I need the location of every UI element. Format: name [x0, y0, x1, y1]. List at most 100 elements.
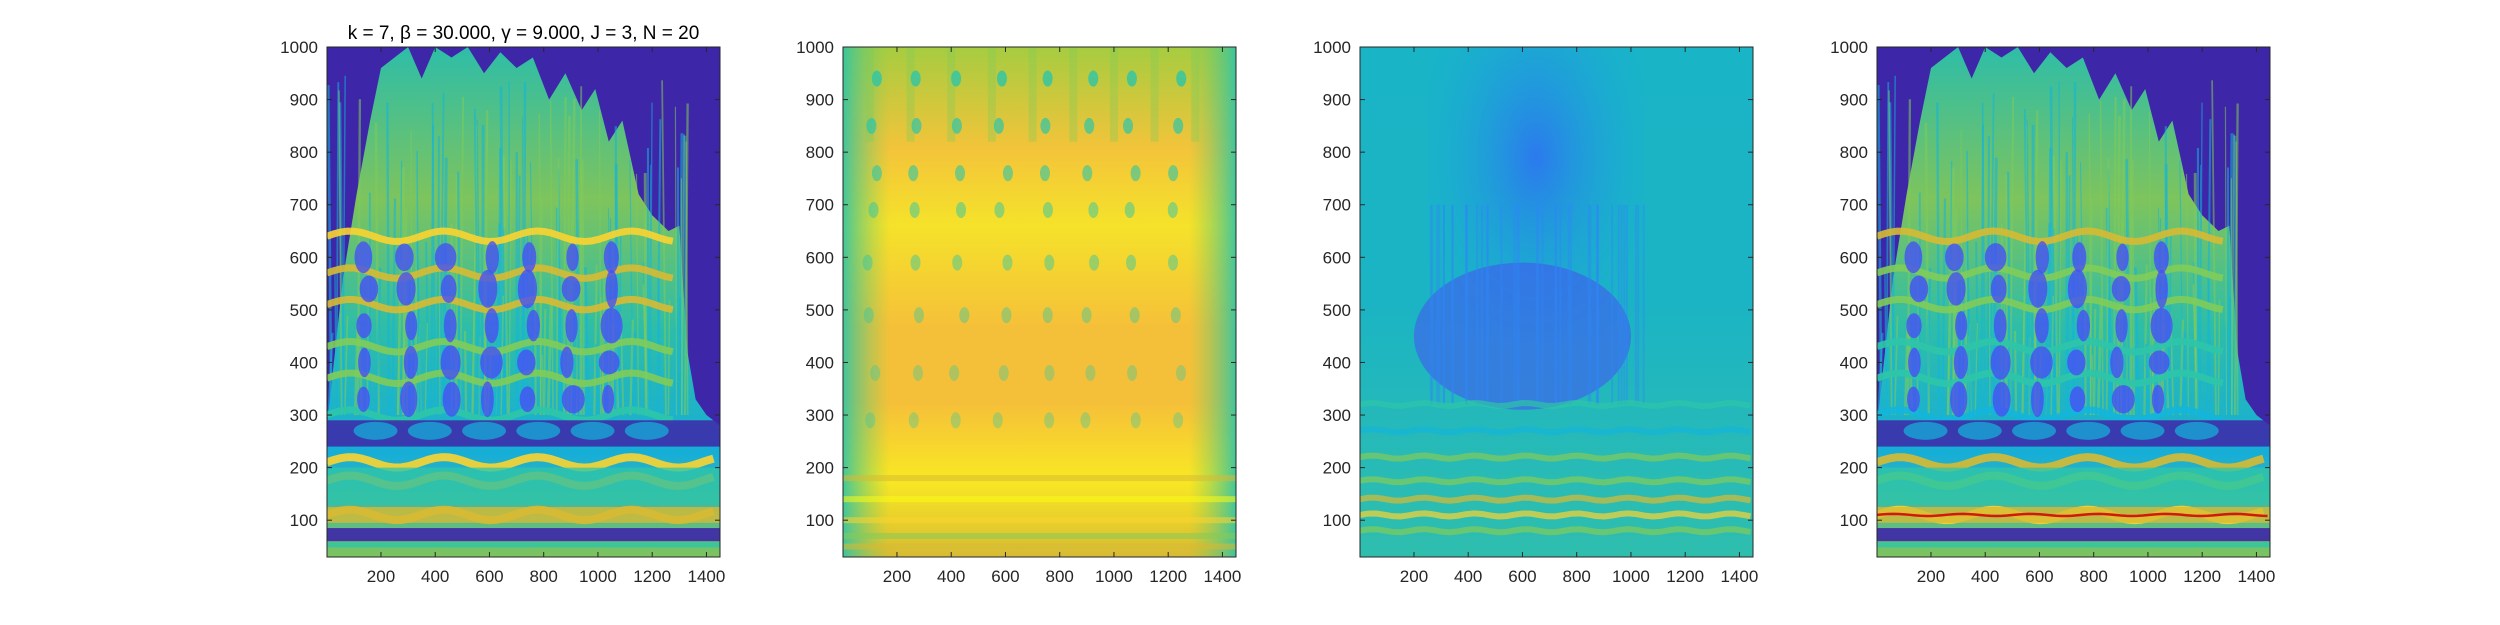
y-tick-label: 1000	[1830, 38, 1868, 57]
panel-2-y-ticks: 100 200 300 400 500 600 700 800 900 1000	[796, 38, 1236, 530]
heatmap-striation	[683, 103, 689, 416]
heatmap-hole	[396, 272, 416, 306]
heatmap-streak	[1150, 47, 1159, 142]
heatmap-band	[1360, 494, 1752, 504]
panel-1-title: k = 7, β = 30.000, γ = 9.000, J = 3, N =…	[348, 23, 700, 44]
heatmap-hole	[605, 269, 618, 309]
x-tick-label: 800	[1563, 567, 1591, 586]
heatmap-dot	[1001, 307, 1012, 324]
heatmap-dot	[992, 412, 1003, 429]
heatmap-streak	[906, 47, 915, 142]
heatmap-dot	[1040, 117, 1051, 134]
heatmap-striation	[649, 102, 653, 416]
heatmap-lobe	[462, 421, 507, 440]
heatmap-fundamental	[327, 507, 720, 523]
heatmap-dot	[1168, 254, 1179, 271]
heatmap-dot	[1176, 70, 1187, 87]
heatmap-hole	[480, 381, 494, 418]
y-tick-label: 200	[290, 459, 318, 478]
heatmap-striation	[1988, 251, 1991, 416]
x-tick-label: 800	[530, 567, 558, 586]
heatmap-dot	[910, 254, 921, 271]
heatmap-dot	[1126, 70, 1137, 87]
heatmap-striation	[2052, 155, 2059, 416]
heatmap-hole	[1984, 243, 2007, 272]
heatmap-dot	[1123, 117, 1134, 134]
x-tick-label: 400	[1971, 567, 1999, 586]
heatmap-hole	[2116, 243, 2129, 272]
heatmap-dot	[1168, 165, 1179, 182]
x-tick-label: 1000	[2129, 567, 2167, 586]
heatmap-hole	[440, 274, 457, 304]
y-tick-label: 100	[290, 511, 318, 530]
heatmap-striation	[1936, 102, 1941, 416]
heatmap-striation	[584, 267, 590, 416]
heatmap-striation	[555, 158, 560, 416]
heatmap-striation	[437, 135, 440, 416]
heatmap-striation	[473, 108, 480, 416]
heatmap-hole	[2069, 386, 2086, 413]
y-tick-label: 700	[1323, 196, 1351, 215]
heatmap-dot	[1002, 165, 1013, 182]
heatmap-band	[1360, 399, 1752, 410]
panel-4-x-ticks: 200 400 600 800 1000 1200 1400	[1917, 47, 2275, 586]
heatmap-dot	[1082, 165, 1093, 182]
heatmap-hole	[2067, 349, 2086, 376]
heatmap-dot	[908, 165, 919, 182]
heatmap-hole	[522, 242, 537, 273]
heatmap-streak	[865, 47, 874, 142]
heatmap-dot	[1130, 412, 1141, 429]
heatmap-striation	[2233, 103, 2239, 416]
x-tick-label: 600	[2025, 567, 2053, 586]
heatmap-dot	[1170, 307, 1181, 324]
heatmap-dot	[1042, 307, 1053, 324]
y-tick-label: 900	[1323, 91, 1351, 110]
y-tick-label: 200	[1323, 459, 1351, 478]
heatmap-dot	[1081, 307, 1092, 324]
heatmap-dot	[1080, 412, 1091, 429]
y-tick-label: 800	[290, 143, 318, 162]
heatmap-band	[1360, 452, 1752, 462]
y-tick-label: 100	[1323, 511, 1351, 530]
heatmap-lobe	[1957, 421, 2002, 440]
y-tick-label: 800	[806, 143, 834, 162]
heatmap-striation	[2143, 264, 2148, 416]
panel-1-y-ticks: 100 200 300 400 500 600 700 800 900 1000	[280, 38, 720, 530]
heatmap-dot	[908, 412, 919, 429]
x-tick-label: 1400	[1721, 567, 1759, 586]
heatmap-striation	[661, 80, 667, 416]
y-tick-label: 800	[1323, 143, 1351, 162]
panel-2-axes-box	[842, 46, 1237, 558]
y-tick-label: 900	[1840, 91, 1868, 110]
y-tick-label: 200	[1840, 459, 1868, 478]
heatmap-hole	[1990, 345, 2011, 380]
heatmap-hole	[359, 275, 379, 303]
heatmap-blue-core	[1413, 262, 1631, 410]
x-tick-label: 1400	[1204, 567, 1242, 586]
x-tick-label: 1200	[633, 567, 671, 586]
x-tick-label: 1000	[1095, 567, 1133, 586]
panel-2: 200 400 600 800 1000 1200 1400 100 200 300 400 500…	[796, 38, 1241, 586]
heatmap-hole	[1909, 275, 1929, 303]
heatmap-low-band	[843, 543, 1236, 550]
heatmap-hole	[356, 313, 372, 339]
heatmap-streak	[1109, 47, 1118, 142]
heatmap-low-band	[843, 475, 1236, 482]
heatmap-dot	[1167, 201, 1178, 218]
heatmap-dot	[959, 307, 970, 324]
heatmap-streak	[1191, 47, 1200, 142]
heatmap-dot	[1089, 254, 1100, 271]
heatmap-bottom-dark	[327, 528, 720, 542]
heatmap-hole	[519, 386, 536, 413]
heatmap-edge-shade	[843, 47, 1236, 557]
heatmap-hole	[403, 345, 418, 380]
panel-1-x-ticks: 200 400 600 800 1000 1200 1400	[367, 47, 725, 586]
x-tick-label: 200	[367, 567, 395, 586]
heatmap-hole	[566, 243, 579, 272]
heatmap-striation	[424, 323, 429, 416]
heatmap-hole	[517, 349, 536, 376]
heatmap-dot	[866, 117, 877, 134]
heatmap-striation	[2151, 270, 2156, 416]
heatmap-bottom-dark	[1877, 528, 2270, 542]
y-tick-label: 300	[290, 406, 318, 425]
